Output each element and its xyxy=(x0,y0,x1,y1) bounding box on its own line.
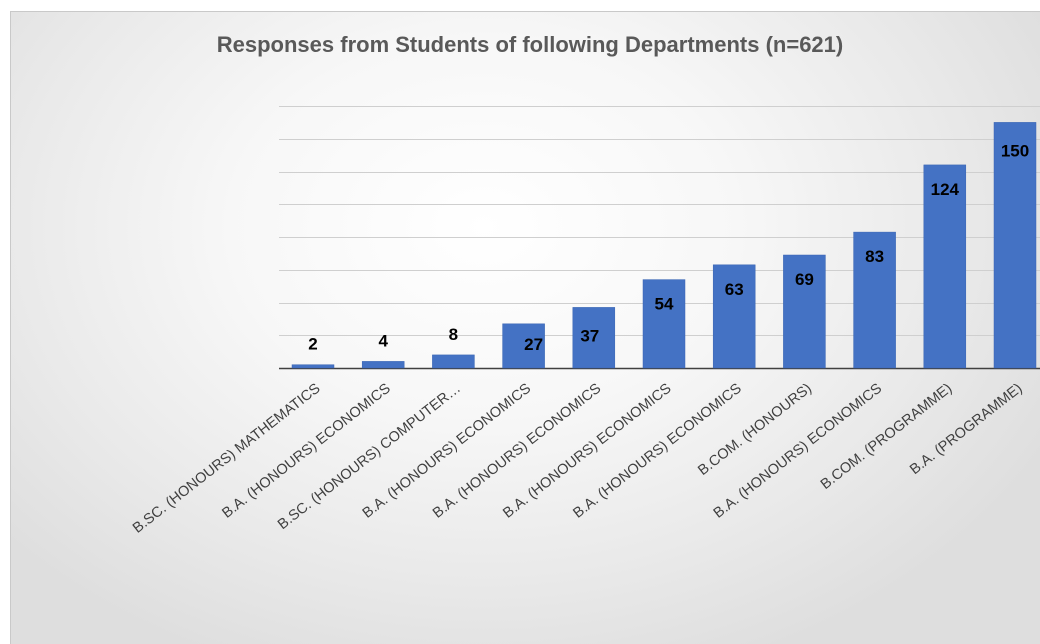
data-label: 2 xyxy=(308,335,317,354)
bar xyxy=(642,279,686,369)
bar xyxy=(993,122,1037,369)
bar xyxy=(361,361,405,369)
bar xyxy=(291,364,335,369)
bar xyxy=(783,254,826,369)
category-tick-label: B.COM. (HONOURS) xyxy=(695,381,815,479)
category-tick-label: B.COM. (PROGRAMME) xyxy=(818,381,955,493)
data-label: 69 xyxy=(795,270,814,289)
data-label: 150 xyxy=(1001,141,1029,160)
data-label: 37 xyxy=(580,326,599,345)
data-label: 63 xyxy=(725,280,744,299)
bar xyxy=(923,164,967,369)
bar xyxy=(572,307,616,369)
data-label: 124 xyxy=(931,180,960,199)
data-label: 4 xyxy=(378,331,388,350)
gridlines xyxy=(279,106,1040,370)
bars xyxy=(291,122,1037,369)
bar xyxy=(712,264,756,369)
bar xyxy=(853,231,896,369)
data-label: 27 xyxy=(524,335,543,354)
data-labels: 2 4 8 27 37 54 63 69 83 124 150 xyxy=(308,141,1029,354)
data-label: 83 xyxy=(865,247,884,266)
data-label: 54 xyxy=(655,295,674,314)
category-tick-label: B.A. (PROGRAMME) xyxy=(907,381,1025,478)
data-label: 8 xyxy=(449,325,458,344)
bar xyxy=(432,354,475,369)
bar xyxy=(502,323,545,369)
chart-title: Responses from Students of following Dep… xyxy=(216,32,844,57)
